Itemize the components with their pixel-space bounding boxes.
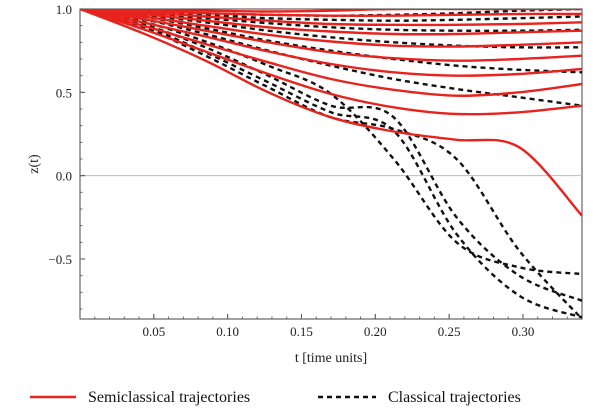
- semiclassical-trajectory-2: [80, 9, 582, 17]
- y-tick-label: 1.0: [56, 2, 72, 17]
- classical-trajectory-8: [80, 9, 582, 302]
- x-tick-label: 0.15: [290, 324, 313, 339]
- series-layer: [80, 9, 582, 319]
- y-axis-label: z(t): [27, 154, 42, 174]
- semiclassical-trajectory-7: [80, 9, 582, 77]
- y-tick-label: 0.0: [56, 169, 72, 184]
- legend-label-classical: Classical trajectories: [388, 389, 521, 406]
- semiclassical-trajectory-3: [80, 9, 582, 27]
- semiclassical-trajectory-8: [80, 9, 582, 97]
- semiclassical-trajectory-6: [80, 9, 582, 62]
- x-tick-label: 0.10: [216, 324, 239, 339]
- x-tick-label: 0.30: [512, 324, 535, 339]
- semiclassical-trajectory-10: [80, 9, 582, 217]
- classical-trajectory-9: [80, 9, 582, 319]
- x-tick-label: 0.05: [142, 324, 165, 339]
- plot-frame: [79, 8, 583, 320]
- classical-trajectory-10: [80, 9, 582, 319]
- y-tick-label: 0.5: [56, 85, 72, 100]
- legend-label-semiclassical: Semiclassical trajectories: [88, 389, 250, 406]
- semiclassical-trajectory-9: [80, 9, 582, 116]
- x-axis-label: t [time units]: [295, 351, 367, 366]
- x-tick-label: 0.25: [438, 324, 461, 339]
- semiclassical-trajectory-4: [80, 9, 582, 36]
- semiclassical-trajectory-5: [80, 9, 582, 48]
- y-tick-label: −0.5: [48, 252, 72, 267]
- legend: Semiclassical trajectories Classical tra…: [30, 389, 521, 406]
- semiclassical-trajectory-1: [80, 9, 582, 13]
- x-tick-label: 0.20: [364, 324, 387, 339]
- axis-ticks: 0.05 0.10 0.15 0.20 0.25 0.30 −0.5 0.0 0.5 1.0: [48, 2, 568, 339]
